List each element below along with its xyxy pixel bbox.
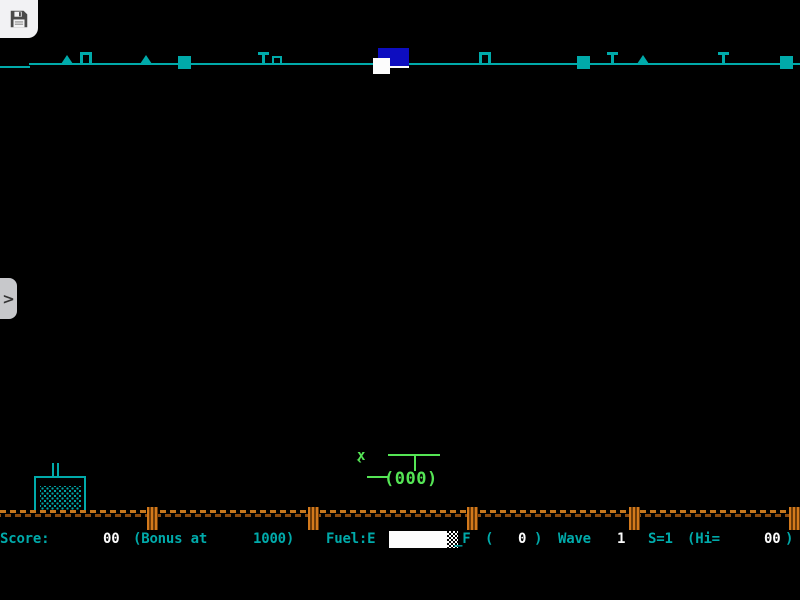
fuel-label: Fuel:E bbox=[326, 531, 376, 547]
radar-triangle-icon bbox=[637, 55, 649, 64]
hi-label: (Hi= bbox=[687, 531, 720, 547]
depot-wall bbox=[34, 477, 36, 513]
radar-square-icon bbox=[577, 56, 590, 69]
helicopter-mast bbox=[414, 456, 416, 471]
helicopter-rotor bbox=[388, 454, 440, 456]
fuel-extra-value: 0 bbox=[518, 531, 527, 547]
fuel-extra-close: ) bbox=[534, 531, 543, 547]
fuel-extra-open: ( bbox=[485, 531, 494, 547]
side-panel-toggle[interactable]: > bbox=[0, 278, 17, 319]
radar-square-icon bbox=[780, 56, 793, 69]
floppy-disk-icon bbox=[10, 10, 28, 28]
helicopter-hook: ` bbox=[355, 458, 366, 478]
depot-chimney-icon bbox=[52, 463, 54, 476]
radar-terrain-line bbox=[29, 63, 800, 65]
radar-pylon-icon bbox=[80, 52, 92, 65]
chevron-right-icon: > bbox=[2, 289, 15, 308]
radar-triangle-icon bbox=[140, 55, 152, 64]
ground-strip bbox=[0, 510, 800, 517]
ground-post bbox=[467, 507, 478, 530]
depot-roof bbox=[34, 476, 86, 478]
ground-post bbox=[147, 507, 158, 530]
depot-chimney-icon bbox=[57, 463, 59, 476]
save-state-button[interactable] bbox=[0, 0, 38, 38]
ground-post bbox=[308, 507, 319, 530]
radar-player-underline bbox=[390, 66, 409, 68]
score-value: 00 bbox=[103, 531, 120, 547]
score-label: Score: bbox=[0, 531, 50, 547]
ships-label: S=1 bbox=[648, 531, 673, 547]
bonus-label: (Bonus at bbox=[133, 531, 208, 547]
status-bar: Score: 00 (Bonus at 1000) Fuel:E _F (0) Wave 1 S=… bbox=[0, 531, 800, 549]
depot-wall bbox=[84, 477, 86, 513]
radar-triangle-icon bbox=[61, 55, 73, 64]
helicopter-marker: x bbox=[357, 448, 366, 464]
fuel-suffix: _F bbox=[454, 531, 471, 547]
helicopter-body: (000) bbox=[384, 469, 438, 489]
hi-value: 00 bbox=[764, 531, 781, 547]
hi-close: ) bbox=[785, 531, 794, 547]
radar-player-cursor bbox=[373, 58, 390, 74]
radar-tee-icon bbox=[258, 52, 269, 65]
wave-value: 1 bbox=[617, 531, 626, 547]
ground-post bbox=[789, 507, 800, 530]
depot-fuel-fill bbox=[40, 486, 81, 511]
radar-terrain-line-left bbox=[0, 66, 30, 68]
fuel-gauge-dither bbox=[447, 531, 458, 548]
ground-post bbox=[629, 507, 640, 530]
radar-tee-icon bbox=[718, 52, 729, 65]
fuel-gauge-fill bbox=[389, 531, 447, 548]
radar-tee-icon bbox=[607, 52, 618, 65]
bonus-value: 1000) bbox=[253, 531, 295, 547]
wave-label: Wave bbox=[558, 531, 591, 547]
radar-square-icon bbox=[178, 56, 191, 69]
radar-pylon-icon bbox=[479, 52, 491, 65]
radar-pylon-small-icon bbox=[272, 56, 282, 65]
helicopter-tail bbox=[367, 476, 388, 478]
